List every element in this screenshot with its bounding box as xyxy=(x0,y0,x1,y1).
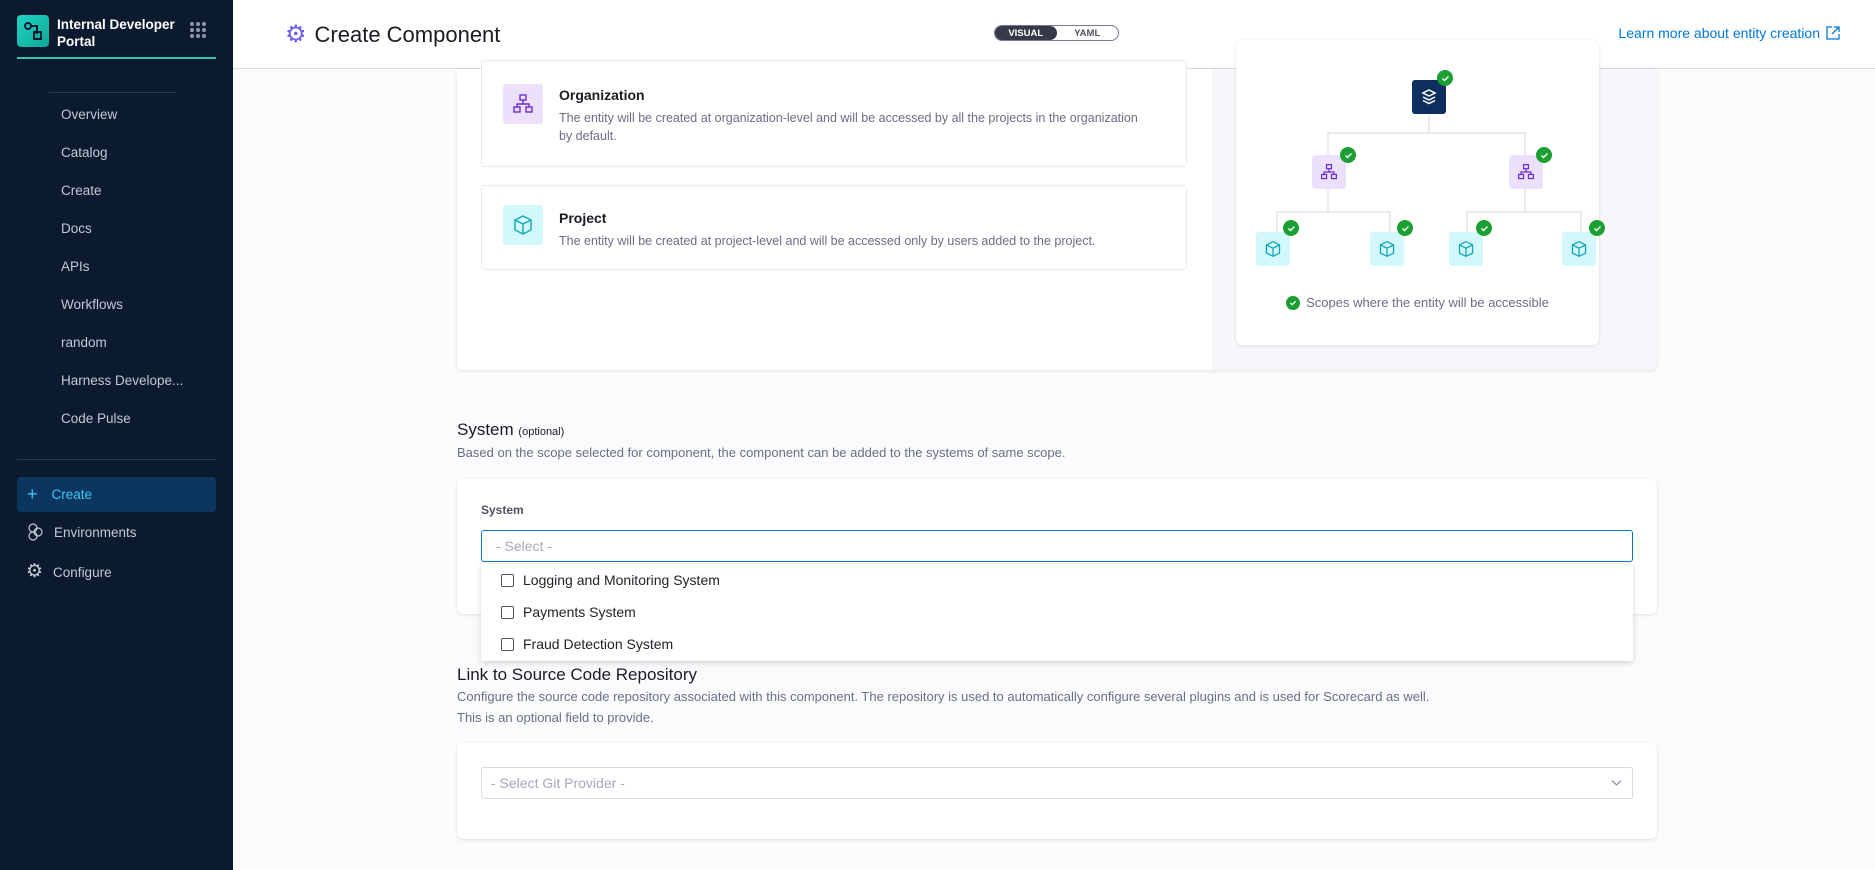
option-label: Logging and Monitoring System xyxy=(523,572,720,588)
git-provider-placeholder: - Select Git Provider - xyxy=(491,775,625,791)
check-icon xyxy=(1397,220,1413,236)
scope-title: Project xyxy=(559,210,607,226)
visual-yaml-toggle[interactable]: VISUAL YAML xyxy=(994,25,1119,41)
sidebar-item-create[interactable]: Create xyxy=(61,183,102,198)
project-node-icon xyxy=(1370,232,1404,266)
check-icon xyxy=(1536,147,1552,163)
module-configure[interactable]: ⚙ Configure xyxy=(26,561,112,582)
page-title-text: Create Component xyxy=(314,21,501,47)
toggle-visual[interactable]: VISUAL xyxy=(995,26,1057,40)
scope-tree-card: Scopes where the entity will be accessib… xyxy=(1236,40,1605,345)
scope-tree-lines xyxy=(1276,114,1582,232)
gear-icon: ⚙ xyxy=(26,561,44,582)
plus-icon: + xyxy=(27,484,38,504)
system-heading: System (optional) xyxy=(457,420,564,440)
organization-node-icon xyxy=(1312,155,1346,189)
system-label: System xyxy=(481,503,524,517)
sidebar-item-code-pulse[interactable]: Code Pulse xyxy=(61,411,131,426)
page-title: ⚙ Create Component xyxy=(285,20,500,49)
sidebar-item-overview[interactable]: Overview xyxy=(61,107,118,122)
check-icon xyxy=(1283,220,1299,236)
optional-tag: (optional) xyxy=(518,426,565,438)
sidebar-item-workflows[interactable]: Workflows xyxy=(61,297,124,312)
check-icon xyxy=(1476,220,1492,236)
portal-logo-icon xyxy=(17,15,49,47)
git-provider-select[interactable]: - Select Git Provider - xyxy=(481,767,1633,799)
scope-option-project[interactable]: Project The entity will be created at pr… xyxy=(481,185,1187,270)
module-environments-label: Environments xyxy=(54,524,137,540)
scope-title: Organization xyxy=(559,87,645,103)
system-heading-text: System xyxy=(457,420,514,439)
divider xyxy=(17,459,216,460)
checkbox[interactable] xyxy=(501,605,514,619)
brand-underline xyxy=(17,57,216,59)
scope-legend-text: Scopes where the entity will be accessib… xyxy=(1306,295,1549,310)
divider xyxy=(49,92,177,93)
portal-brand: Internal Developer Portal xyxy=(57,17,175,49)
organization-node-icon xyxy=(1509,155,1543,189)
account-node-icon xyxy=(1412,80,1446,114)
option-label: Payments System xyxy=(523,604,636,620)
organization-icon xyxy=(503,84,543,124)
module-create[interactable]: + Create xyxy=(17,477,216,512)
chevron-down-icon xyxy=(1611,780,1622,786)
system-option[interactable]: Logging and Monitoring System xyxy=(501,572,720,588)
system-dropdown-menu: Logging and Monitoring System Payments S… xyxy=(481,564,1633,661)
environments-icon xyxy=(28,523,43,541)
sidebar-item-harness[interactable]: Harness Develope... xyxy=(61,373,184,388)
system-option[interactable]: Payments System xyxy=(501,604,636,620)
scope-desc: The entity will be created at organizati… xyxy=(559,111,1138,143)
scope-option-organization[interactable]: Organization The entity will be created … xyxy=(481,60,1187,167)
gear-icon: ⚙ xyxy=(285,21,307,48)
system-select[interactable]: - Select - xyxy=(481,530,1633,562)
sidebar-item-random[interactable]: random xyxy=(61,335,107,350)
app-switcher-icon[interactable] xyxy=(190,22,206,38)
learn-more-text: Learn more about entity creation xyxy=(1618,25,1820,41)
sidebar-item-catalog[interactable]: Catalog xyxy=(61,145,108,160)
module-environments[interactable]: Environments xyxy=(26,523,137,541)
sidebar-item-docs[interactable]: Docs xyxy=(61,221,92,236)
project-cube-icon xyxy=(503,205,543,245)
learn-more-link[interactable]: Learn more about entity creation xyxy=(1618,25,1840,41)
module-create-label: Create xyxy=(51,487,93,502)
check-icon xyxy=(1286,295,1301,310)
checkbox[interactable] xyxy=(501,573,514,587)
scope-legend: Scopes where the entity will be accessib… xyxy=(1236,295,1599,310)
system-description: Based on the scope selected for componen… xyxy=(457,445,1066,460)
check-icon xyxy=(1589,220,1605,236)
scope-desc: The entity will be created at project-le… xyxy=(559,234,1096,248)
check-icon xyxy=(1437,70,1453,86)
page-header: ⚙ Create Component VISUAL YAML Learn mor… xyxy=(233,0,1875,69)
sidebar-item-apis[interactable]: APIs xyxy=(61,259,90,274)
checkbox[interactable] xyxy=(501,637,514,651)
repo-heading: Link to Source Code Repository xyxy=(457,665,698,684)
external-link-icon xyxy=(1826,26,1840,40)
check-icon xyxy=(1340,147,1356,163)
repo-optional-note: This is an optional field to provide. xyxy=(457,710,654,725)
toggle-yaml[interactable]: YAML xyxy=(1074,27,1101,39)
repo-description: Configure the source code repository ass… xyxy=(457,689,1430,704)
project-node-icon xyxy=(1449,232,1483,266)
sidebar: Internal Developer Portal Overview Catal… xyxy=(0,0,233,870)
project-node-icon xyxy=(1256,232,1290,266)
project-node-icon xyxy=(1562,232,1596,266)
option-label: Fraud Detection System xyxy=(523,636,674,652)
system-option[interactable]: Fraud Detection System xyxy=(501,636,673,652)
module-configure-label: Configure xyxy=(53,564,112,580)
